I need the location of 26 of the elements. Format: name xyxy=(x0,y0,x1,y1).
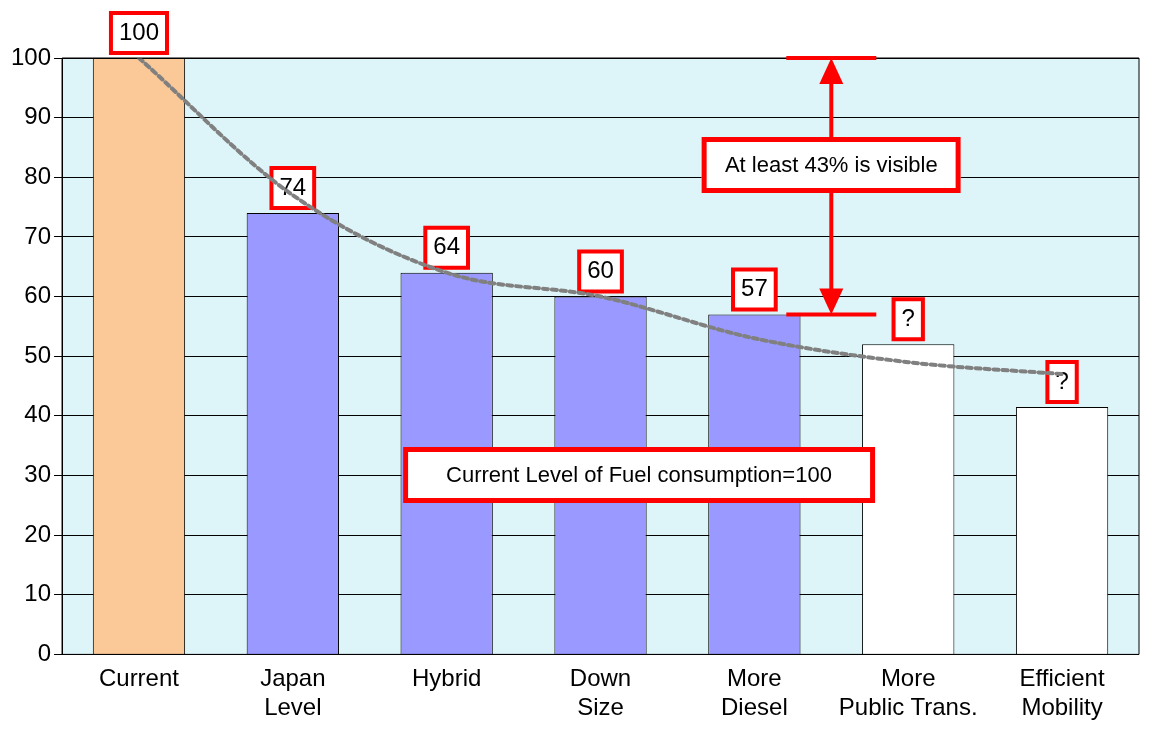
callout-box: At least 43% is visible xyxy=(701,137,961,194)
data-label: 100 xyxy=(118,17,159,45)
y-tick-label: 60 xyxy=(24,281,52,309)
x-tick-label: More Diesel xyxy=(721,664,788,721)
y-tick-label: 0 xyxy=(37,639,52,667)
y-tick-label: 80 xyxy=(24,161,52,189)
y-tick-label: 30 xyxy=(24,460,52,488)
x-tick-label: Japan Level xyxy=(260,664,326,721)
y-tick-label: 40 xyxy=(24,400,52,428)
data-label: 74 xyxy=(279,172,307,200)
data-label: 64 xyxy=(433,232,461,260)
y-tick-label: 70 xyxy=(24,221,52,249)
y-tick-label: 100 xyxy=(11,42,52,70)
x-tick-label: Efficient Mobility xyxy=(1019,664,1105,721)
y-tick-label: 90 xyxy=(24,102,52,130)
data-label: ? xyxy=(901,303,915,331)
y-tick-label: 20 xyxy=(24,519,52,547)
y-tick-label: 10 xyxy=(24,579,52,607)
x-tick-label: Hybrid xyxy=(411,664,482,692)
data-label: 60 xyxy=(587,256,614,284)
x-tick-label: Current xyxy=(98,664,180,692)
data-label: 57 xyxy=(741,274,768,302)
y-tick-label: 50 xyxy=(24,340,52,368)
x-tick-label: Down Size xyxy=(569,664,632,721)
callout-box: Current Level of Fuel consumption=100 xyxy=(403,447,875,504)
x-tick-label: More Public Trans. xyxy=(838,664,978,721)
